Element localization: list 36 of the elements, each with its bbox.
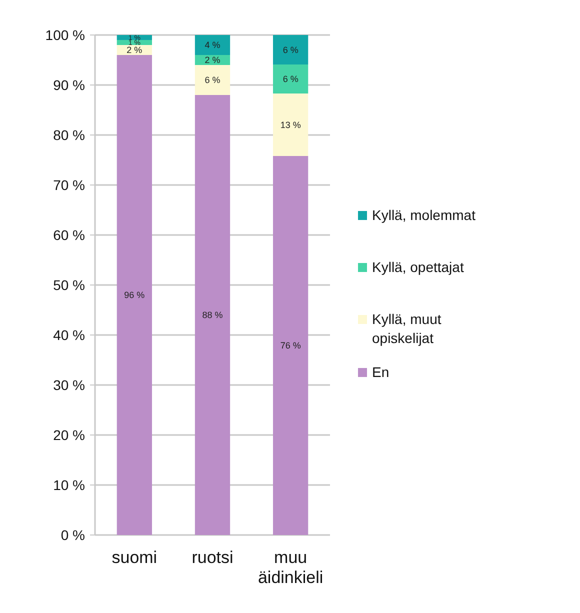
y-tick-label: 60 % (53, 226, 85, 243)
legend-label: En (372, 364, 390, 380)
data-label: 6 % (282, 44, 298, 55)
data-label: 96 % (124, 290, 145, 300)
data-label: 2 % (204, 55, 220, 66)
bar (273, 94, 308, 156)
data-label: 6 % (204, 75, 220, 86)
bar (273, 156, 308, 535)
data-label: 76 % (280, 340, 301, 351)
y-tick-label: 10 % (53, 476, 85, 493)
data-label: 2 % (126, 45, 142, 56)
legend-label: Kyllä, molemmat (372, 207, 476, 223)
data-label: 4 % (204, 40, 220, 50)
y-tick-label: 30 % (53, 376, 85, 393)
bar (194, 95, 230, 535)
y-tick-label: 0 % (60, 526, 85, 543)
bar (194, 65, 230, 95)
bar (116, 55, 152, 535)
x-tick-label: suomi (112, 548, 158, 567)
x-tick-label: ruotsi (192, 548, 234, 567)
y-tick-label: 80 % (53, 126, 85, 143)
bar (194, 35, 230, 55)
y-tick-label: 40 % (53, 326, 85, 343)
bar (273, 64, 308, 94)
data-label: 13 % (280, 120, 301, 130)
x-tick-label: muu äidinkieli (258, 548, 324, 587)
y-tick-label: 70 % (53, 176, 85, 193)
y-tick-label: 50 % (53, 276, 85, 293)
data-label: 88 % (202, 310, 223, 320)
bar (273, 35, 308, 64)
y-tick-label: 100 % (45, 26, 85, 43)
legend-label: Kyllä, opettajat (372, 259, 464, 275)
data-label: 6 % (282, 74, 298, 84)
y-tick-label: 20 % (53, 426, 85, 443)
legend-label: Kyllä, muut opiskelijat (372, 311, 442, 346)
y-tick-label: 90 % (53, 76, 85, 93)
